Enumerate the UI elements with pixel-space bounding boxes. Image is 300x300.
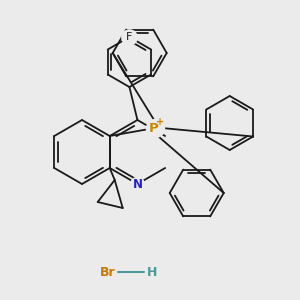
Text: F: F bbox=[126, 32, 133, 42]
Text: Br: Br bbox=[100, 266, 116, 278]
Text: P: P bbox=[149, 122, 159, 134]
Text: +: + bbox=[156, 117, 164, 127]
Text: H: H bbox=[147, 266, 157, 278]
Text: N: N bbox=[132, 178, 142, 190]
